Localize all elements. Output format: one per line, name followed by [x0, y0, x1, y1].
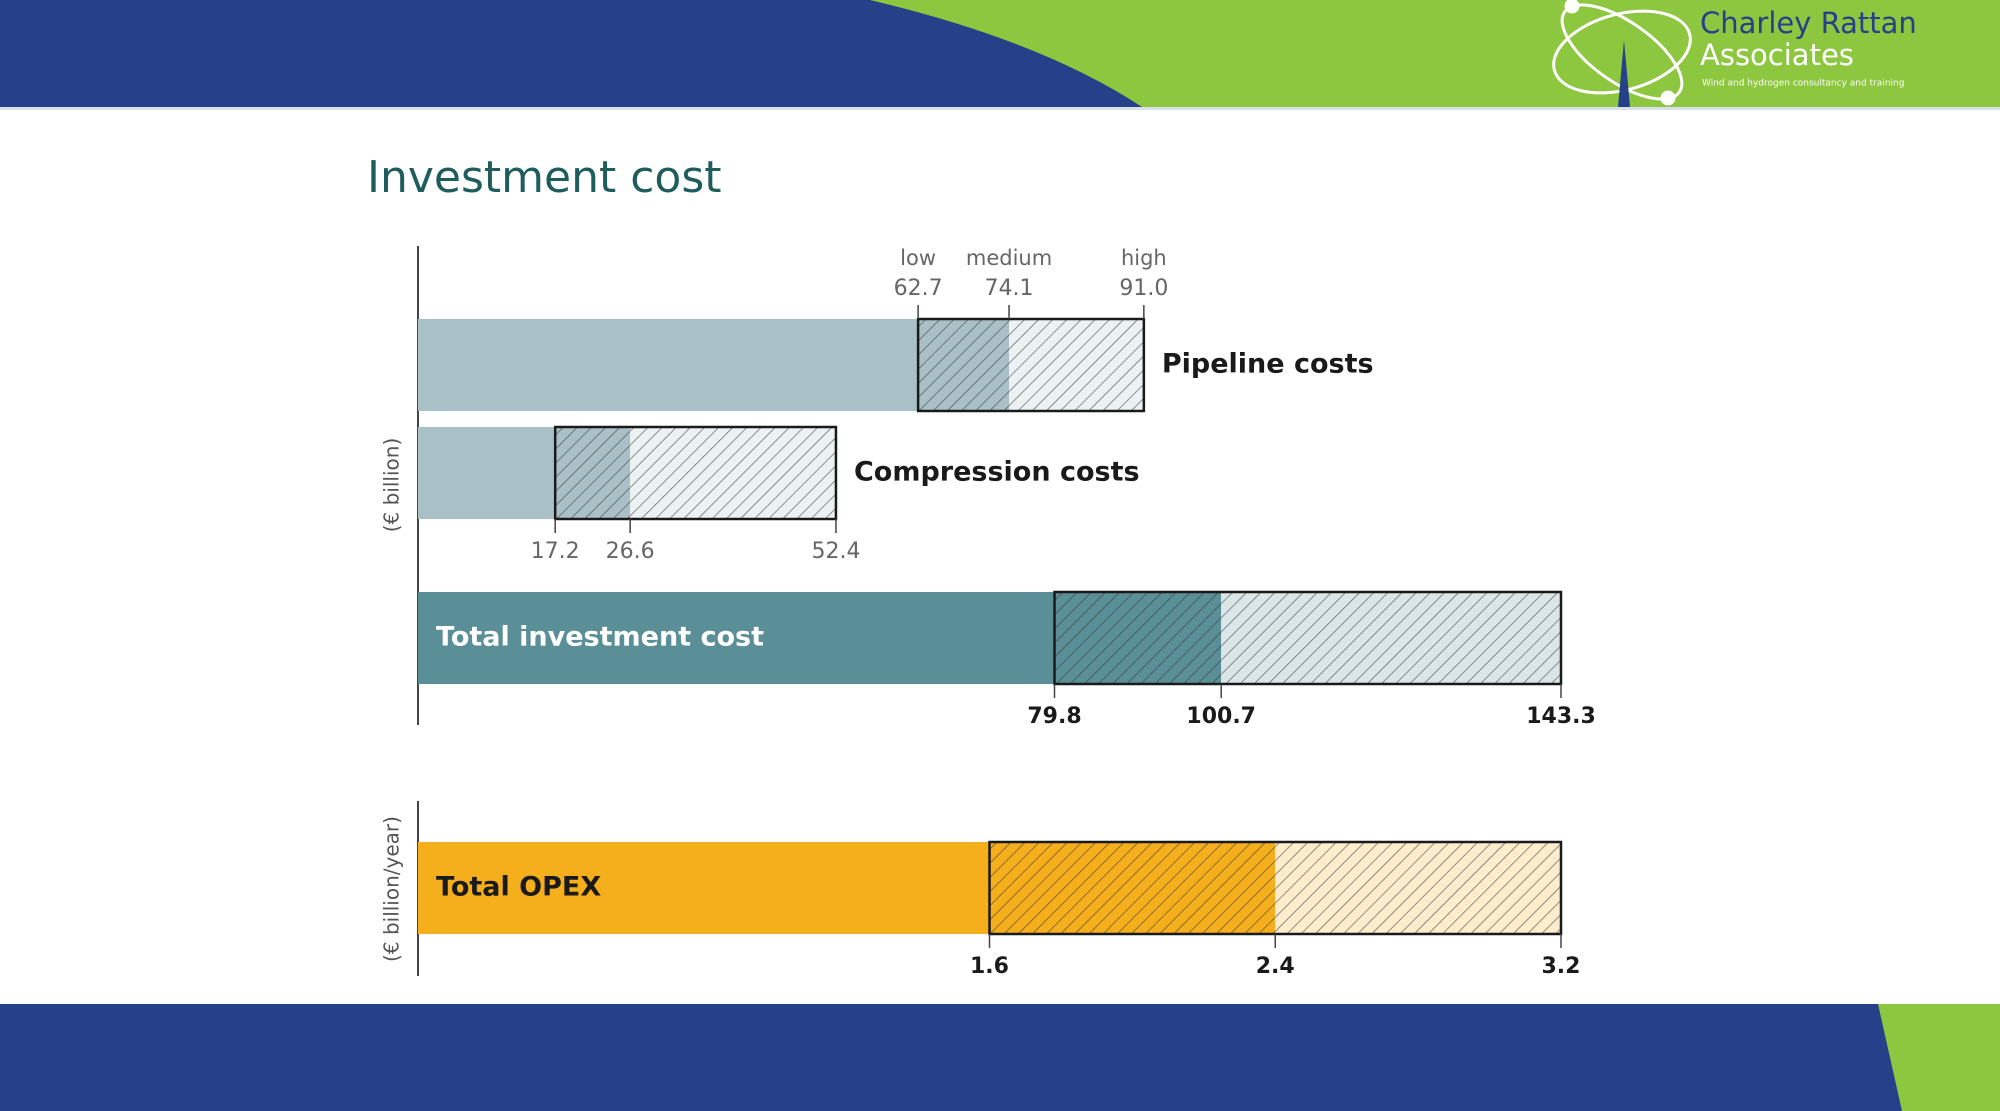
- header-blue: [0, 0, 1142, 107]
- chart-title: Investment cost: [367, 152, 722, 203]
- logo-orbit: [1552, 9, 1692, 95]
- footer-blue: [0, 1004, 2000, 1111]
- bar-range-high: [1275, 842, 1561, 934]
- bar-low: [418, 842, 990, 934]
- value-label: 52.4: [811, 539, 860, 564]
- range-border: [553, 425, 838, 521]
- value-label: 1.6: [970, 954, 1009, 979]
- category-label: Compression costs: [854, 457, 1140, 488]
- footer-green: [1878, 1004, 2000, 1111]
- category-label: Total investment cost: [436, 622, 764, 653]
- value-label: 100.7: [1186, 704, 1256, 729]
- logo-dot: [1660, 90, 1676, 106]
- value-label: 62.7: [894, 276, 943, 301]
- bar-low: [418, 592, 1055, 684]
- value-label: 3.2: [1542, 954, 1581, 979]
- range-border: [916, 317, 1146, 413]
- tagline: Wind and hydrogen consultancy and traini…: [1702, 79, 1904, 89]
- legend-label: high: [1121, 246, 1167, 270]
- value-label: 91.0: [1119, 276, 1168, 301]
- header-edge: [0, 107, 2000, 110]
- value-label: 2.4: [1256, 954, 1295, 979]
- logo-orbit: [1560, 3, 1684, 101]
- bar-range-medium: [989, 842, 1276, 934]
- y-axis-label: (€ billion): [380, 438, 404, 533]
- category-label: Pipeline costs: [1162, 349, 1374, 380]
- range-border: [1053, 590, 1563, 686]
- y-axis-label: (€ billion/year): [380, 816, 404, 962]
- brand-sub: Associates: [1700, 38, 1854, 72]
- bar-range-high: [1009, 319, 1144, 411]
- bar-range-high: [1221, 592, 1561, 684]
- value-label: 26.6: [606, 539, 655, 564]
- bar-low: [418, 319, 919, 411]
- value-label: 143.3: [1526, 704, 1596, 729]
- bar-range-high: [630, 427, 836, 519]
- brand: Charley Rattan: [1700, 6, 1917, 40]
- bar-range-medium: [555, 427, 631, 519]
- logo-turbine: [1618, 40, 1630, 107]
- value-label: 74.1: [985, 276, 1034, 301]
- bar-range-medium: [1054, 592, 1222, 684]
- value-label: 17.2: [531, 539, 580, 564]
- value-label: 79.8: [1027, 704, 1081, 729]
- legend-label: medium: [966, 246, 1052, 270]
- legend-label: low: [900, 246, 936, 270]
- logo: [1552, 0, 1692, 107]
- category-label: Total OPEX: [436, 872, 601, 903]
- bar-low: [418, 427, 556, 519]
- bar-range-medium: [918, 319, 1010, 411]
- logo-dot: [1564, 0, 1580, 14]
